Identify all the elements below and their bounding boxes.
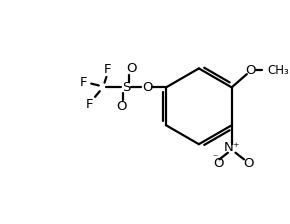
Text: ⁻: ⁻: [212, 153, 218, 163]
Text: O: O: [245, 64, 256, 77]
Text: S: S: [122, 81, 130, 94]
Text: O: O: [126, 62, 136, 75]
Text: F: F: [104, 63, 111, 76]
Text: CH₃: CH₃: [268, 64, 289, 77]
Text: O: O: [213, 157, 224, 170]
Text: N⁺: N⁺: [223, 142, 240, 155]
Text: O: O: [244, 157, 254, 170]
Text: F: F: [86, 98, 93, 111]
Text: O: O: [116, 100, 127, 113]
Text: F: F: [80, 76, 87, 89]
Text: O: O: [142, 81, 152, 94]
